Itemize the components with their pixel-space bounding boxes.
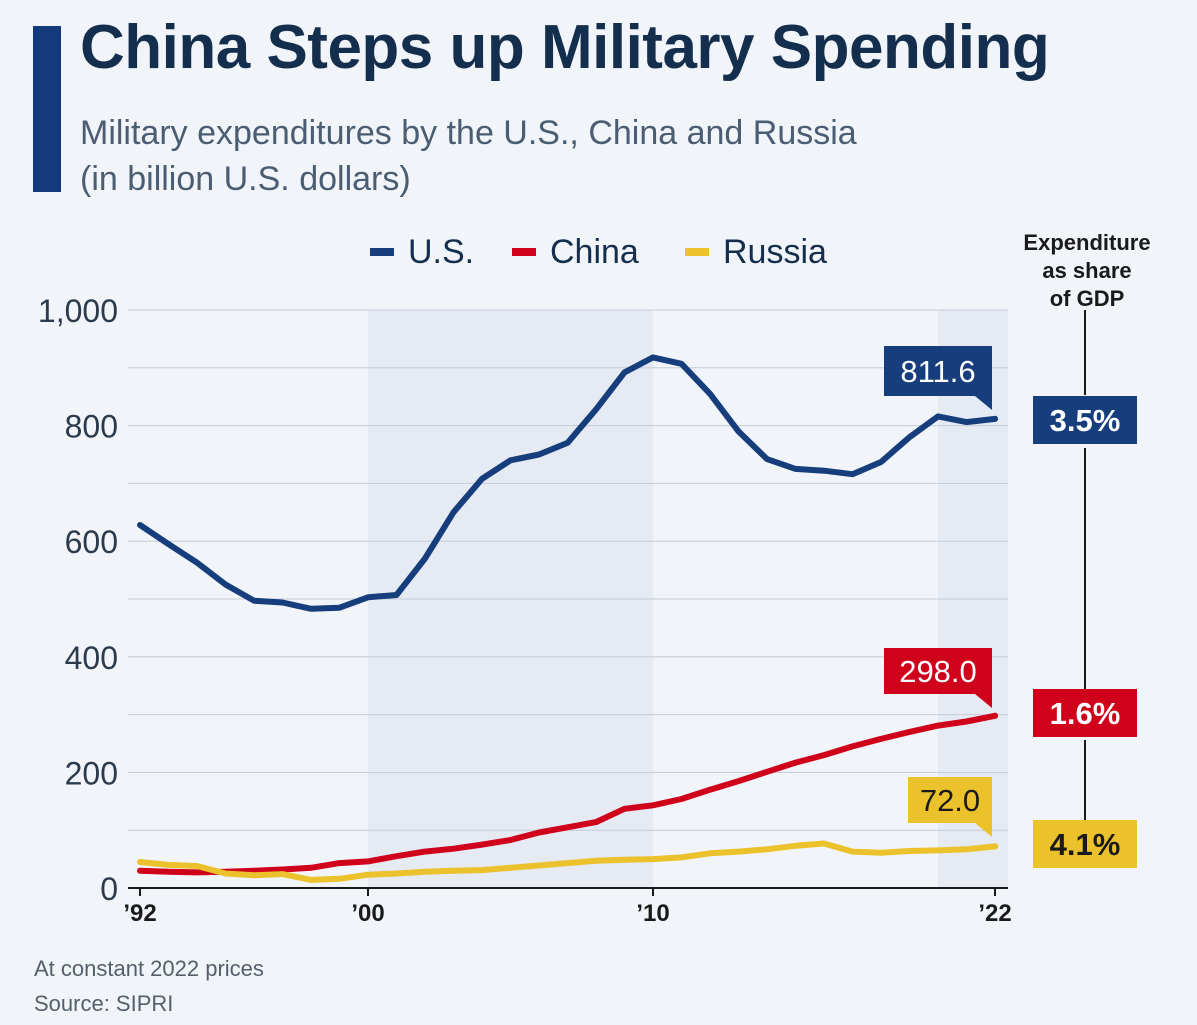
- end-callout-box-china: [884, 648, 992, 694]
- legend-swatch-china: [512, 248, 536, 256]
- end-callout-box-russia: [908, 777, 992, 823]
- gdp-share-box-us: [1033, 396, 1137, 444]
- gdp-share-label-us: 3.5%: [1050, 403, 1121, 438]
- source-note: Source: SIPRI: [34, 991, 174, 1016]
- series-line-russia: [137, 840, 998, 883]
- subtitle-line-1: Military expenditures by the U.S., China…: [80, 114, 857, 152]
- chart-subtitle: Military expenditures by the U.S., China…: [80, 110, 1080, 202]
- end-value-label-us: 811.6: [900, 354, 975, 389]
- legend-swatch-russia: [685, 248, 709, 256]
- end-callout-pointer-us: [975, 396, 992, 410]
- end-value-label-russia: 72.0: [920, 783, 980, 818]
- legend-label-china: China: [550, 233, 639, 271]
- y-tick-label-1000: 1,000: [38, 293, 118, 329]
- series-line-china: [137, 712, 998, 876]
- chart-title: China Steps up Military Spending: [80, 13, 1050, 82]
- end-callout-box-us: [884, 346, 992, 396]
- end-callout-pointer-china: [975, 694, 992, 708]
- legend-label-russia: Russia: [723, 233, 827, 271]
- end-point-us: [992, 415, 998, 422]
- x-tick-label-2022: ’22: [978, 900, 1011, 927]
- title-accent-bar: [33, 26, 61, 192]
- end-value-label-china: 298.0: [899, 654, 977, 689]
- end-point-russia: [992, 843, 998, 850]
- end-callout-pointer-russia: [975, 823, 992, 837]
- gdp-share-label-china: 1.6%: [1050, 696, 1121, 731]
- y-tick-label-200: 200: [65, 755, 118, 791]
- price-basis-note: At constant 2022 prices: [34, 956, 264, 981]
- gdp-share-box-china: [1033, 689, 1137, 737]
- x-tick-label-1992: ’92: [123, 900, 156, 927]
- gdp-header-line-3: of GDP: [1050, 286, 1125, 311]
- y-tick-label-800: 800: [65, 409, 118, 445]
- gdp-share-box-russia: [1033, 820, 1137, 868]
- x-tick-label-2010: ’10: [636, 900, 669, 927]
- gdp-share-label-russia: 4.1%: [1050, 827, 1121, 862]
- y-tick-label-400: 400: [65, 640, 118, 676]
- gdp-header-line-2: as share: [1042, 258, 1131, 283]
- y-tick-label-0: 0: [100, 871, 118, 907]
- y-tick-label-600: 600: [65, 524, 118, 560]
- legend-swatch-us: [370, 248, 394, 256]
- legend-label-us: U.S.: [408, 233, 474, 271]
- end-point-china: [992, 712, 998, 719]
- series-line-us: [137, 354, 998, 612]
- gdp-header-line-1: Expenditure: [1023, 230, 1150, 255]
- subtitle-line-2: (in billion U.S. dollars): [80, 160, 411, 198]
- x-tick-label-2000: ’00: [351, 900, 384, 927]
